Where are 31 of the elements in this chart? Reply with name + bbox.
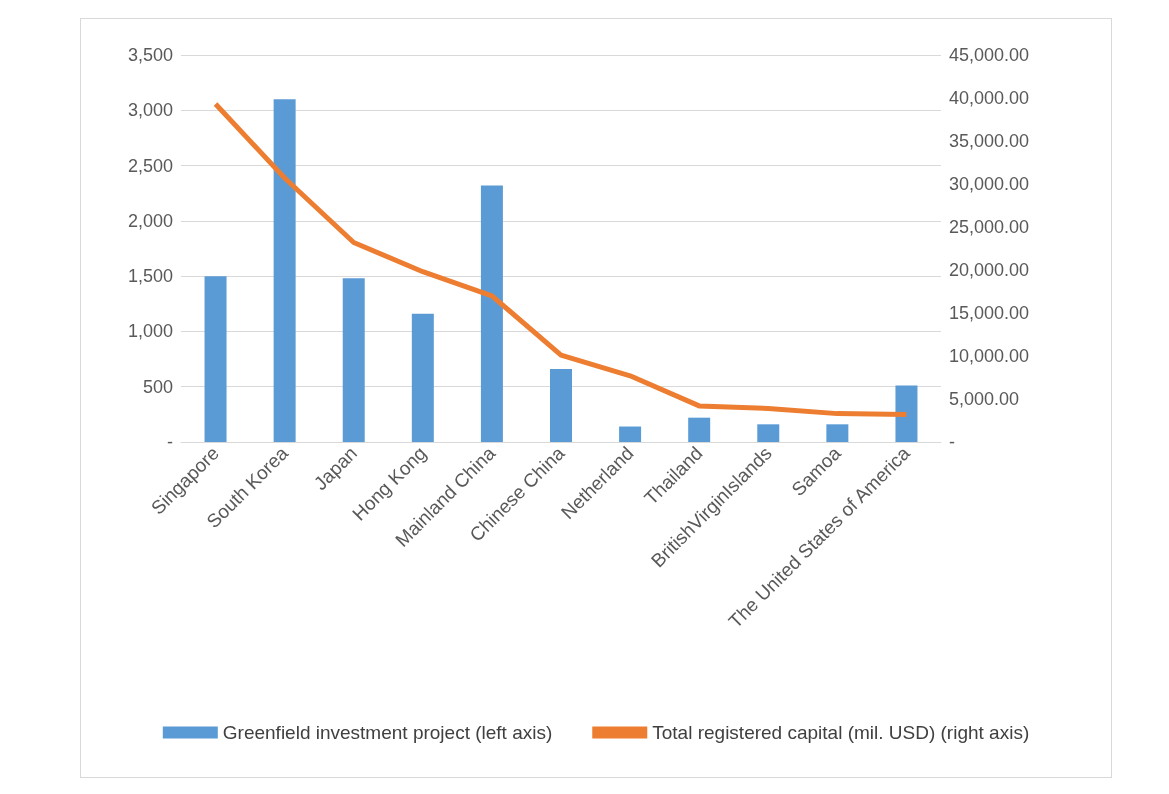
y-tick-label: 2,500	[127, 155, 173, 176]
y2-tick-label: 15,000.00	[949, 303, 1030, 323]
y2-tick-label: 25,000.00	[949, 217, 1030, 237]
y2-tick-label: 5,000.00	[949, 389, 1020, 409]
y2-tick-label: 20,000.00	[949, 260, 1030, 280]
y2-tick-label: 35,000.00	[949, 131, 1030, 151]
bar	[411, 313, 434, 442]
legend-label: Total registered capital (mil. USD) (right axis)	[652, 722, 1030, 743]
legend-label: Greenfield investment project (left axis)	[222, 722, 553, 743]
y2-tick-label: -	[949, 432, 955, 452]
bar	[273, 99, 296, 442]
y-tick-label: 1,000	[127, 321, 173, 342]
bar	[342, 278, 365, 442]
bar	[757, 424, 780, 442]
bar	[895, 385, 918, 442]
bar	[480, 185, 503, 442]
y2-tick-label: 10,000.00	[949, 346, 1030, 366]
y-tick-label: 3,000	[127, 100, 173, 121]
y2-tick-label: 45,000.00	[949, 45, 1030, 65]
bar	[619, 426, 642, 442]
y-tick-label: 1,500	[127, 266, 173, 287]
bar	[688, 417, 711, 442]
bar	[550, 369, 572, 442]
bar	[826, 424, 849, 442]
y-tick-label: 2,000	[127, 210, 173, 231]
bar	[204, 276, 227, 442]
y2-tick-label: 40,000.00	[949, 88, 1030, 108]
y-tick-label: -	[167, 432, 173, 452]
y-tick-label: 3,500	[127, 45, 173, 65]
y2-tick-label: 30,000.00	[949, 174, 1030, 194]
y-tick-label: 500	[142, 376, 173, 397]
